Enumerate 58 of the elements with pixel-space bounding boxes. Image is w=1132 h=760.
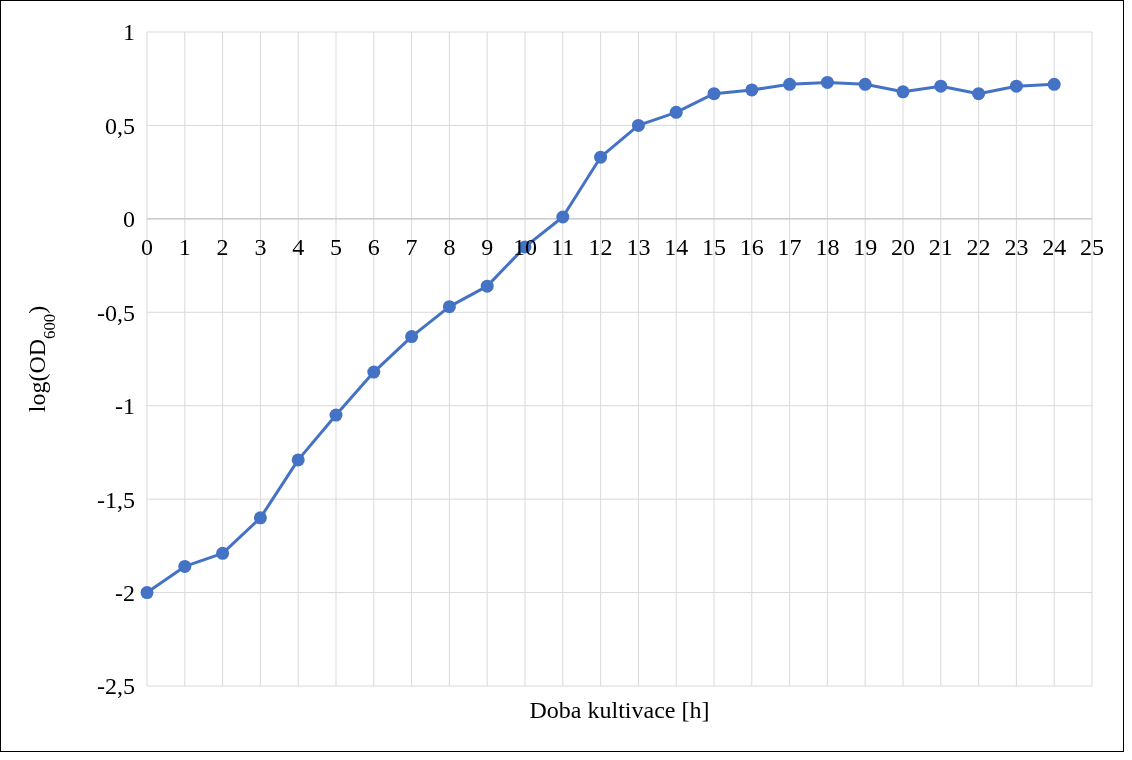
y-tick-label: -2 [115,579,135,606]
x-tick-label: 6 [367,233,380,260]
point [972,87,986,101]
point [745,83,759,97]
point [556,210,570,224]
y-tick-label: 0,5 [105,112,135,139]
x-tick-label: 13 [626,233,651,260]
x-tick-label: 20 [891,233,915,260]
x-tick-label: 24 [1042,233,1067,260]
point [707,87,721,101]
x-tick-label: 2 [216,233,229,260]
point [291,453,305,467]
point [1009,79,1023,93]
point [669,105,683,119]
x-tick-label: 21 [928,233,953,260]
point [594,150,608,164]
y-tick-label: 1 [123,19,135,46]
point [896,85,910,99]
point [1047,77,1061,91]
point [442,300,456,314]
point [140,586,154,600]
y-tick-label: -1 [115,393,135,420]
x-tick-label: 18 [815,233,840,260]
x-tick-label: 23 [1004,233,1029,260]
x-tick-label: 4 [292,233,305,260]
point [480,279,494,293]
x-tick-label: 14 [664,233,689,260]
x-tick-label: 7 [405,233,418,260]
y-tick-label: -2,5 [97,673,135,700]
x-tick-label: 22 [966,233,991,260]
x-tick-label: 5 [330,233,342,260]
x-tick-label: 17 [777,233,802,260]
x-tick-label: 19 [853,233,878,260]
x-tick-label: 3 [254,233,267,260]
point [178,559,192,573]
point [783,77,797,91]
x-tick-label: 11 [551,233,575,260]
x-tick-label: 1 [178,233,191,260]
x-tick-label: 16 [739,233,764,260]
point [329,408,343,422]
point [367,365,381,379]
point [820,75,834,89]
point [216,546,230,560]
y-tick-label: -0,5 [97,299,135,326]
point [253,511,267,525]
x-tick-label: 0 [141,233,153,260]
y-tick-label: -1,5 [97,486,135,513]
x-tick-label: 15 [702,233,726,260]
x-tick-label: 25 [1080,233,1104,260]
x-tick-label: 8 [443,233,456,260]
x-tick-label: 9 [481,233,494,260]
x-axis-title: Doba kultivace [h] [529,697,710,723]
point [631,118,645,132]
point [858,77,872,91]
point [934,79,948,93]
x-tick-label: 12 [588,233,613,260]
y-tick-label: 0 [123,206,135,233]
point [405,330,419,344]
